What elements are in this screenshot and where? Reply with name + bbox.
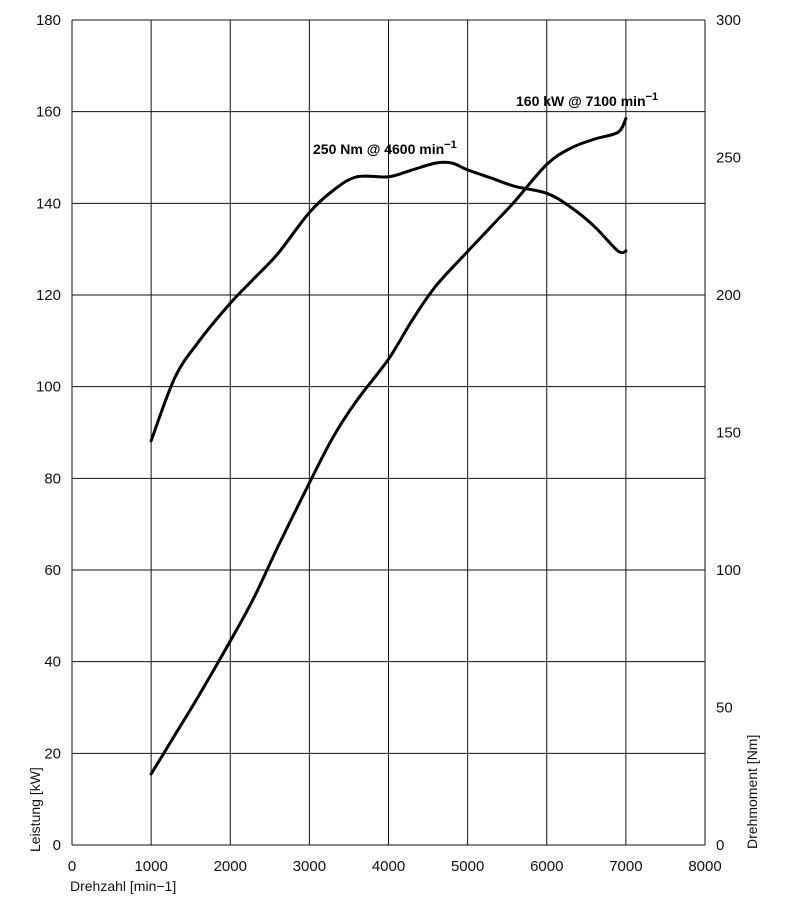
power-curve — [149, 117, 628, 776]
right-tick-label: 300 — [716, 12, 741, 29]
x-tick-label: 6000 — [530, 858, 563, 875]
left-tick-label: 40 — [44, 654, 61, 671]
right-tick-label: 100 — [716, 562, 741, 579]
x-tick-label: 7000 — [609, 858, 642, 875]
x-tick-label: 0 — [68, 858, 76, 875]
x-tick-label: 5000 — [451, 858, 484, 875]
series-lines — [149, 117, 628, 776]
gridlines — [71, 19, 706, 846]
right-tick-label: 0 — [716, 837, 724, 854]
left-tick-label: 20 — [44, 745, 61, 762]
x-tick-label: 1000 — [134, 858, 167, 875]
x-axis-title: Drehzahl [min−1] — [70, 878, 176, 894]
torque-peak-annotation-exponent: −1 — [444, 139, 457, 151]
left-tick-label: 0 — [53, 837, 61, 854]
left-axis-title: Leistung [kW] — [27, 767, 43, 852]
power-peak-annotation: 160 kW @ 7100 min−1 — [516, 91, 658, 109]
power-peak-annotation-exponent: −1 — [646, 91, 659, 103]
left-tick-label: 100 — [36, 379, 61, 396]
tick-labels: 0 1000 2000 3000 4000 5000 6000 7000 80000204060… — [36, 12, 741, 875]
right-tick-label: 50 — [716, 700, 733, 717]
right-tick-label: 250 — [716, 150, 741, 167]
right-axis-title: Drehmoment [Nm] — [744, 735, 760, 849]
left-tick-label: 120 — [36, 287, 61, 304]
torque-peak-annotation: 250 Nm @ 4600 min−1 — [313, 139, 457, 157]
left-tick-label: 80 — [44, 470, 61, 487]
x-tick-label: 3000 — [293, 858, 326, 875]
x-tick-label: 4000 — [372, 858, 405, 875]
torque-peak-annotation-text: 250 Nm @ 4600 min — [313, 141, 444, 157]
x-tick-label: 8000 — [688, 858, 721, 875]
torque-curve — [149, 160, 628, 443]
x-tick-label: 2000 — [214, 858, 247, 875]
power-peak-annotation-text: 160 kW @ 7100 min — [516, 93, 646, 109]
right-tick-label: 150 — [716, 425, 741, 442]
left-tick-label: 180 — [36, 12, 61, 29]
right-tick-label: 200 — [716, 287, 741, 304]
left-tick-label: 60 — [44, 562, 61, 579]
left-tick-label: 160 — [36, 104, 61, 121]
left-tick-label: 140 — [36, 195, 61, 212]
